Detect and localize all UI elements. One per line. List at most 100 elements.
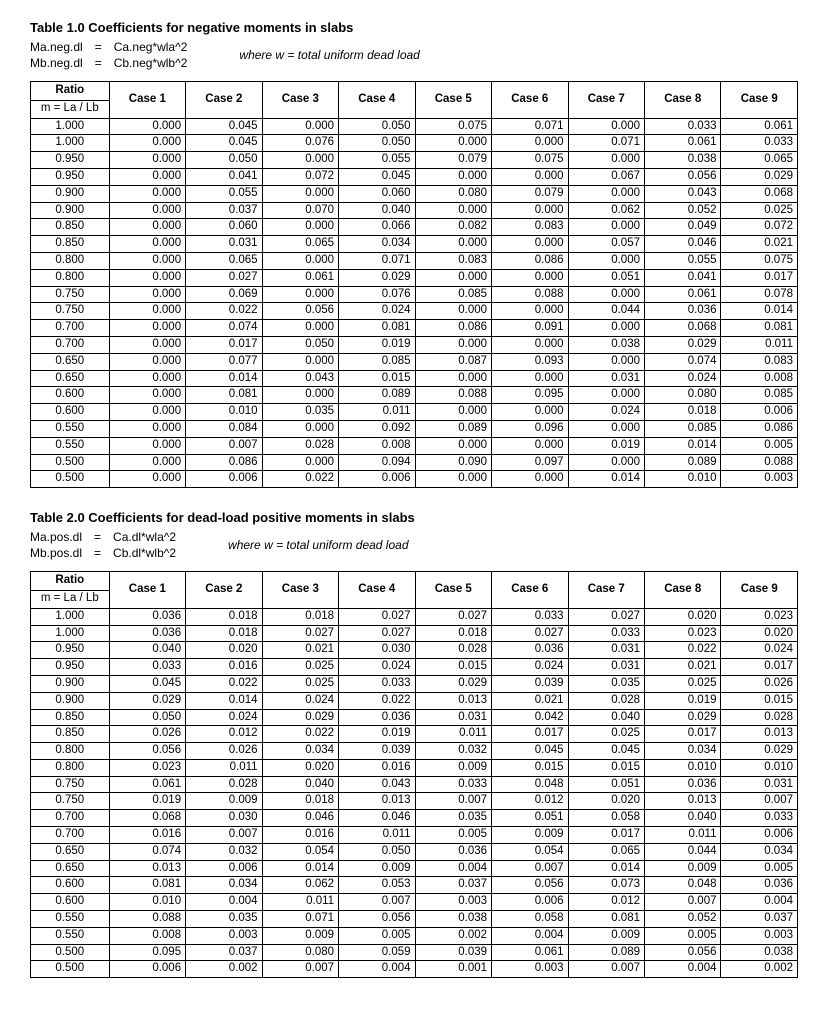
table2-title: Table 2.0 Coefficients for dead-load pos…: [30, 510, 798, 525]
value-cell: 0.000: [109, 202, 185, 219]
value-cell: 0.070: [262, 202, 338, 219]
value-cell: 0.080: [415, 185, 491, 202]
value-cell: 0.022: [645, 642, 721, 659]
value-cell: 0.049: [645, 219, 721, 236]
value-cell: 0.000: [109, 387, 185, 404]
ratio-cell: 1.000: [31, 625, 110, 642]
value-cell: 0.083: [721, 353, 798, 370]
value-cell: 0.051: [492, 810, 568, 827]
value-cell: 0.016: [109, 827, 185, 844]
value-cell: 0.000: [109, 336, 185, 353]
value-cell: 0.068: [109, 810, 185, 827]
value-cell: 0.035: [415, 810, 491, 827]
value-cell: 0.014: [186, 370, 262, 387]
value-cell: 0.007: [721, 793, 798, 810]
value-cell: 0.093: [492, 353, 568, 370]
value-cell: 0.023: [721, 608, 798, 625]
value-cell: 0.036: [109, 608, 185, 625]
table-row: 0.6000.0000.0100.0350.0110.0000.0000.024…: [31, 404, 798, 421]
value-cell: 0.000: [492, 404, 568, 421]
value-cell: 0.024: [645, 370, 721, 387]
formula-lhs: Ma.pos.dl: [30, 529, 94, 545]
value-cell: 0.012: [186, 726, 262, 743]
ratio-cell: 0.500: [31, 961, 110, 978]
value-cell: 0.000: [262, 420, 338, 437]
value-cell: 0.000: [568, 252, 644, 269]
value-cell: 0.086: [415, 320, 491, 337]
value-cell: 0.015: [415, 659, 491, 676]
col-case7: Case 7: [568, 82, 644, 119]
formula-rhs: Ca.dl*wla^2: [113, 529, 188, 545]
value-cell: 0.027: [492, 625, 568, 642]
table-row: 1.0000.0360.0180.0270.0270.0180.0270.033…: [31, 625, 798, 642]
value-cell: 0.029: [645, 336, 721, 353]
value-cell: 0.043: [262, 370, 338, 387]
value-cell: 0.062: [262, 877, 338, 894]
value-cell: 0.017: [492, 726, 568, 743]
value-cell: 0.027: [339, 625, 415, 642]
value-cell: 0.081: [568, 911, 644, 928]
value-cell: 0.004: [186, 894, 262, 911]
ratio-cell: 1.000: [31, 135, 110, 152]
ratio-cell: 0.650: [31, 370, 110, 387]
value-cell: 0.022: [339, 692, 415, 709]
value-cell: 0.065: [186, 252, 262, 269]
value-cell: 0.009: [262, 927, 338, 944]
value-cell: 0.052: [645, 202, 721, 219]
value-cell: 0.003: [721, 927, 798, 944]
value-cell: 0.045: [109, 675, 185, 692]
value-cell: 0.000: [109, 353, 185, 370]
value-cell: 0.097: [492, 454, 568, 471]
ratio-cell: 0.600: [31, 404, 110, 421]
equals: =: [94, 545, 113, 561]
value-cell: 0.092: [339, 420, 415, 437]
value-cell: 0.011: [339, 404, 415, 421]
value-cell: 0.018: [262, 608, 338, 625]
value-cell: 0.046: [339, 810, 415, 827]
value-cell: 0.056: [109, 743, 185, 760]
value-cell: 0.032: [415, 743, 491, 760]
ratio-cell: 0.700: [31, 810, 110, 827]
value-cell: 0.036: [721, 877, 798, 894]
table-row: 0.8500.0260.0120.0220.0190.0110.0170.025…: [31, 726, 798, 743]
value-cell: 0.081: [109, 877, 185, 894]
value-cell: 0.015: [568, 759, 644, 776]
value-cell: 0.030: [339, 642, 415, 659]
value-cell: 0.019: [339, 336, 415, 353]
ratio-cell: 0.550: [31, 437, 110, 454]
value-cell: 0.082: [415, 219, 491, 236]
value-cell: 0.022: [186, 303, 262, 320]
value-cell: 0.037: [186, 202, 262, 219]
value-cell: 0.033: [109, 659, 185, 676]
value-cell: 0.014: [568, 471, 644, 488]
ratio-cell: 0.600: [31, 877, 110, 894]
value-cell: 0.000: [109, 320, 185, 337]
table-row: 0.7000.0000.0740.0000.0810.0860.0910.000…: [31, 320, 798, 337]
value-cell: 0.036: [339, 709, 415, 726]
value-cell: 0.087: [415, 353, 491, 370]
value-cell: 0.061: [109, 776, 185, 793]
value-cell: 0.017: [186, 336, 262, 353]
value-cell: 0.000: [415, 269, 491, 286]
value-cell: 0.013: [415, 692, 491, 709]
value-cell: 0.011: [645, 827, 721, 844]
value-cell: 0.007: [339, 894, 415, 911]
col-case4: Case 4: [339, 82, 415, 119]
value-cell: 0.036: [492, 642, 568, 659]
value-cell: 0.019: [645, 692, 721, 709]
ratio-cell: 0.700: [31, 320, 110, 337]
table1-title: Table 1.0 Coefficients for negative mome…: [30, 20, 798, 35]
value-cell: 0.068: [645, 320, 721, 337]
value-cell: 0.050: [109, 709, 185, 726]
table-row: 0.8500.0000.0310.0650.0340.0000.0000.057…: [31, 236, 798, 253]
value-cell: 0.038: [568, 336, 644, 353]
value-cell: 0.005: [645, 927, 721, 944]
table-row: 0.9500.0000.0410.0720.0450.0000.0000.067…: [31, 168, 798, 185]
table-row: 0.9000.0290.0140.0240.0220.0130.0210.028…: [31, 692, 798, 709]
value-cell: 0.025: [262, 659, 338, 676]
value-cell: 0.007: [645, 894, 721, 911]
col-case2: Case 2: [186, 572, 262, 609]
table-row: 0.6500.0130.0060.0140.0090.0040.0070.014…: [31, 860, 798, 877]
value-cell: 0.000: [109, 185, 185, 202]
value-cell: 0.014: [262, 860, 338, 877]
